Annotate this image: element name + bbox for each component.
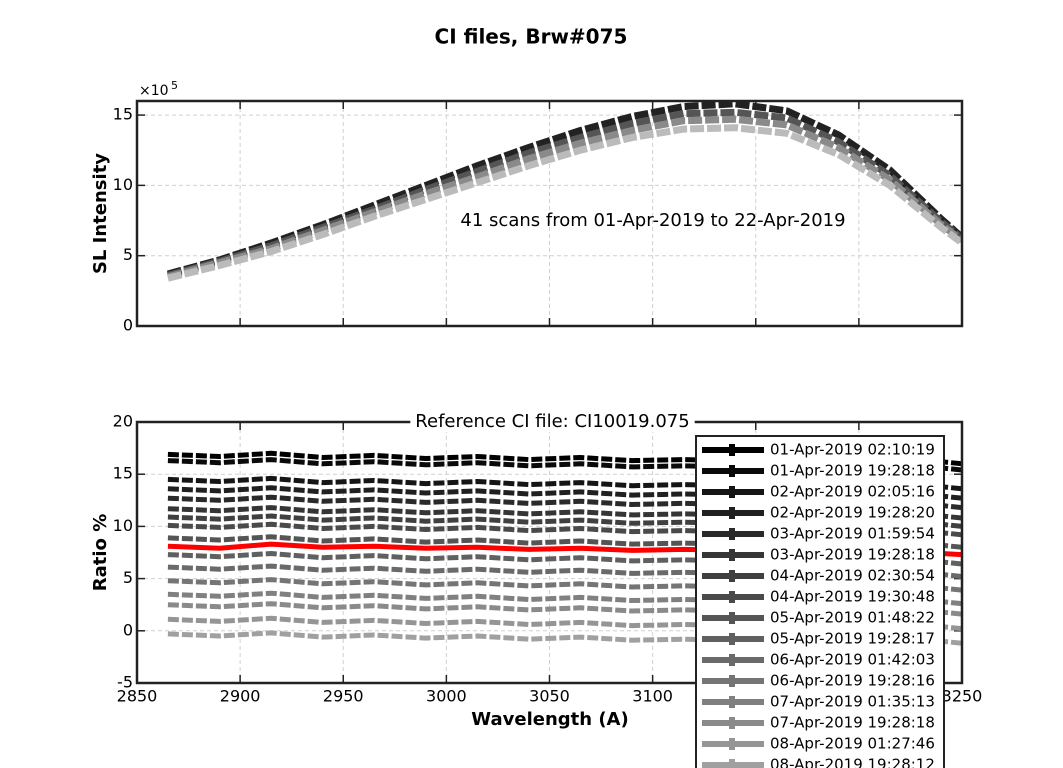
legend-marker — [729, 486, 735, 498]
legend-label: 05-Apr-2019 19:28:17 — [770, 630, 935, 648]
legend-label: 01-Apr-2019 02:10:19 — [770, 441, 935, 459]
legend-marker — [729, 465, 735, 477]
x-tick-label: 3000 — [426, 687, 467, 706]
x-axis-label: Wavelength (A) — [471, 709, 628, 730]
legend-label: 06-Apr-2019 01:42:03 — [770, 651, 935, 669]
annotation: 41 scans from 01-Apr-2019 to 22-Apr-2019 — [460, 210, 845, 231]
legend-marker — [729, 444, 735, 456]
legend-marker — [729, 570, 735, 582]
legend-label: 04-Apr-2019 02:30:54 — [770, 567, 935, 585]
legend-label: 02-Apr-2019 02:05:16 — [770, 483, 935, 501]
legend-label: 03-Apr-2019 19:28:18 — [770, 546, 935, 564]
y-tick-label: 5 — [123, 245, 133, 264]
y-multiplier: ×10 — [139, 83, 169, 99]
legend-label: 06-Apr-2019 19:28:16 — [770, 672, 935, 690]
series-layer — [166, 101, 962, 282]
y-tick-label: 5 — [123, 568, 133, 587]
x-tick-label: 3050 — [529, 687, 570, 706]
x-tick-label: 2850 — [117, 687, 158, 706]
title-bg — [410, 411, 695, 432]
figure-title: CI files, Brw#075 — [435, 25, 628, 49]
legend-marker — [729, 675, 735, 687]
legend-marker — [729, 507, 735, 519]
legend-marker — [729, 591, 735, 603]
data-line — [166, 115, 962, 281]
legend-marker — [729, 612, 735, 624]
axes-box — [135, 99, 964, 328]
legend-label: 01-Apr-2019 19:28:18 — [770, 462, 935, 480]
legend-marker — [729, 549, 735, 561]
x-tick-label: 2900 — [220, 687, 261, 706]
x-tick-label: 2950 — [323, 687, 364, 706]
data-line — [167, 124, 962, 282]
y-multiplier-exponent: 5 — [171, 79, 178, 92]
legend-label: 07-Apr-2019 19:28:18 — [770, 714, 935, 732]
legend-label: 05-Apr-2019 01:48:22 — [770, 609, 935, 627]
y-tick-label: 0 — [123, 620, 133, 639]
legend-label: 08-Apr-2019 01:27:46 — [770, 735, 935, 753]
legend-label: 08-Apr-2019 19:28:12 — [770, 756, 935, 768]
x-tick-label: 3250 — [942, 687, 983, 706]
legend-marker — [729, 717, 735, 729]
axes-title: Reference CI file: CI10019.075 — [415, 411, 689, 432]
y-tick-label: 20 — [113, 412, 133, 431]
legend-label: 02-Apr-2019 19:28:20 — [770, 504, 935, 522]
legend-marker — [729, 633, 735, 645]
y-tick-label: 15 — [113, 105, 133, 124]
legend-marker — [729, 696, 735, 708]
x-tick-label: 3100 — [632, 687, 673, 706]
y-axis-label: Ratio % — [90, 514, 111, 591]
legend-label: 03-Apr-2019 01:59:54 — [770, 525, 935, 543]
legend-label: 04-Apr-2019 19:30:48 — [770, 588, 935, 606]
y-tick-label: 10 — [113, 516, 133, 535]
y-axis-label: SL Intensity — [90, 153, 111, 274]
y-tick-label: 15 — [113, 464, 133, 483]
legend-marker — [729, 738, 735, 750]
legend-marker — [729, 759, 735, 768]
legend-marker — [729, 654, 735, 666]
legend-marker — [729, 528, 735, 540]
y-tick-label: -5 — [117, 673, 133, 692]
y-tick-label: 10 — [113, 175, 133, 194]
y-tick-label: 0 — [123, 316, 133, 335]
legend-label: 07-Apr-2019 01:35:13 — [770, 693, 935, 711]
